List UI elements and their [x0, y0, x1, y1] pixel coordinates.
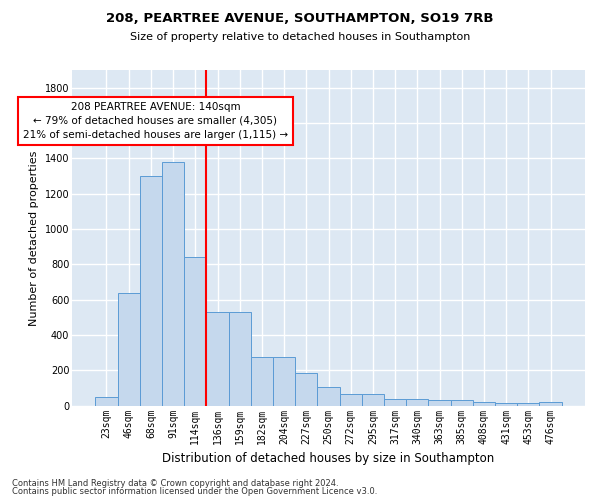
- Bar: [206, 312, 229, 406]
- Bar: [295, 373, 317, 406]
- Bar: [184, 258, 206, 406]
- Bar: [118, 292, 140, 406]
- Bar: [95, 397, 118, 406]
- Bar: [273, 357, 295, 406]
- Bar: [229, 312, 251, 406]
- Bar: [406, 400, 428, 406]
- Bar: [317, 387, 340, 406]
- Bar: [517, 403, 539, 406]
- Bar: [162, 162, 184, 406]
- Bar: [451, 400, 473, 406]
- Bar: [539, 402, 562, 406]
- Text: 208, PEARTREE AVENUE, SOUTHAMPTON, SO19 7RB: 208, PEARTREE AVENUE, SOUTHAMPTON, SO19 …: [106, 12, 494, 26]
- Bar: [340, 394, 362, 406]
- Bar: [428, 400, 451, 406]
- Bar: [362, 394, 384, 406]
- Bar: [495, 403, 517, 406]
- Bar: [140, 176, 162, 406]
- Bar: [473, 402, 495, 406]
- Bar: [251, 357, 273, 406]
- X-axis label: Distribution of detached houses by size in Southampton: Distribution of detached houses by size …: [163, 452, 494, 465]
- Text: Contains HM Land Registry data © Crown copyright and database right 2024.: Contains HM Land Registry data © Crown c…: [12, 478, 338, 488]
- Text: Size of property relative to detached houses in Southampton: Size of property relative to detached ho…: [130, 32, 470, 42]
- Bar: [384, 400, 406, 406]
- Y-axis label: Number of detached properties: Number of detached properties: [29, 150, 39, 326]
- Text: Contains public sector information licensed under the Open Government Licence v3: Contains public sector information licen…: [12, 487, 377, 496]
- Text: 208 PEARTREE AVENUE: 140sqm
← 79% of detached houses are smaller (4,305)
21% of : 208 PEARTREE AVENUE: 140sqm ← 79% of det…: [23, 102, 288, 140]
